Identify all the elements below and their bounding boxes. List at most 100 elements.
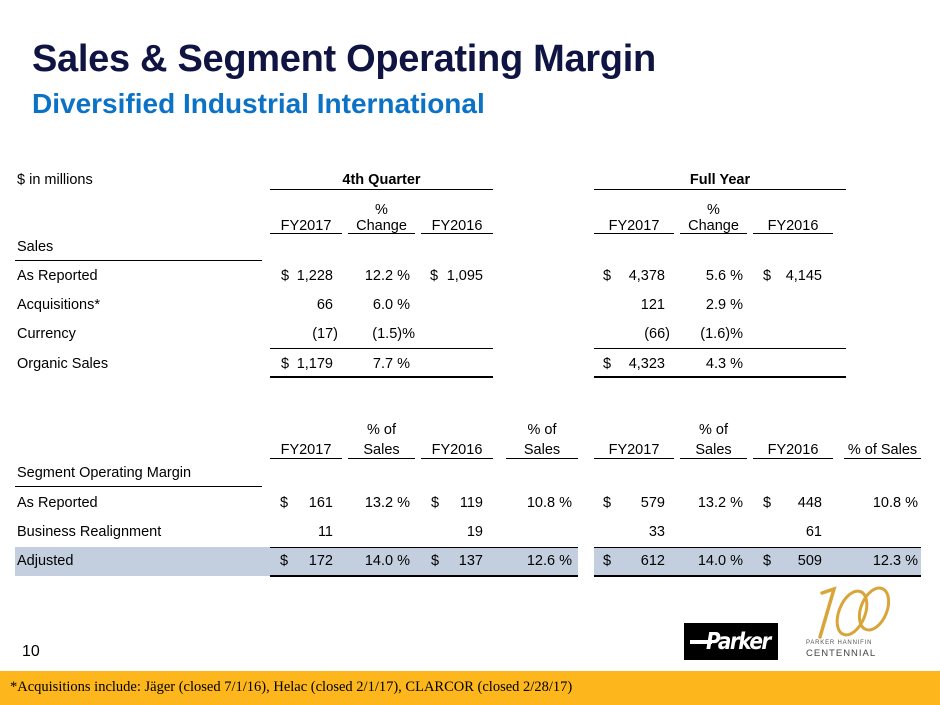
divider [594, 547, 921, 548]
divider [594, 348, 846, 349]
cell-value: 66 [316, 297, 333, 313]
parker-logo-text: Parker [706, 627, 771, 655]
currency-symbol: $ [603, 495, 612, 511]
row-label: Business Realignment [17, 524, 162, 540]
cell-value: 4,378 [628, 268, 665, 284]
currency-symbol: $ [431, 553, 440, 569]
cell-value: 2.9 % [705, 297, 743, 313]
col-header: Sales [695, 442, 732, 458]
currency-symbol: $ [603, 268, 612, 284]
cell-value: 121 [640, 297, 665, 313]
col-header: Sales [523, 442, 561, 458]
currency-symbol: $ [281, 268, 290, 284]
divider [844, 458, 921, 459]
cell-value: 448 [797, 495, 822, 511]
col-header: % of [366, 422, 396, 438]
cell-value: 12.3 % [872, 553, 918, 569]
col-header: FY2017 [608, 442, 660, 458]
divider [594, 376, 846, 378]
cell-value: 509 [797, 553, 822, 569]
cell-value: 13.2 % [364, 495, 410, 511]
divider [753, 458, 833, 459]
divider [270, 547, 578, 548]
row-label: Currency [17, 326, 76, 342]
cell-value: 137 [458, 553, 483, 569]
divider [270, 348, 493, 349]
divider [270, 458, 342, 459]
currency-symbol: $ [763, 495, 772, 511]
section-label-margin: Segment Operating Margin [17, 465, 192, 481]
cell-value: 11 [317, 524, 333, 540]
page-number: 10 [22, 643, 40, 660]
divider [680, 458, 747, 459]
divider [753, 233, 833, 234]
col-header: FY2016 [767, 218, 819, 234]
col-header: FY2016 [431, 218, 483, 234]
currency-symbol: $ [763, 553, 772, 569]
currency-symbol: $ [431, 495, 440, 511]
cell-value: 1,095 [446, 268, 483, 284]
highlight-band-quarter [15, 547, 578, 576]
cell-value: 12.2 % [364, 268, 410, 284]
cell-value: 579 [640, 495, 665, 511]
divider [270, 233, 342, 234]
row-label: As Reported [17, 268, 98, 284]
divider [421, 233, 493, 234]
cell-value: 1,228 [296, 268, 333, 284]
currency-symbol: $ [280, 553, 289, 569]
cell-value: (1.6)% [700, 326, 743, 342]
col-header: Sales [363, 442, 400, 458]
cell-value: 33 [648, 524, 665, 540]
cell-value: 14.0 % [364, 553, 410, 569]
divider [594, 189, 846, 190]
cell-value: (66) [644, 326, 670, 342]
logo-dash [690, 640, 712, 644]
cell-value: 7.7 % [372, 356, 410, 372]
centennial-100-mark [818, 586, 891, 639]
col-header: % of [698, 422, 728, 438]
cell-value: 4,145 [785, 268, 822, 284]
parker-logo: Parker [684, 623, 778, 660]
cell-value: 10.8 % [872, 495, 918, 511]
row-label: Adjusted [17, 553, 74, 569]
divider [594, 458, 674, 459]
currency-symbol: $ [603, 553, 612, 569]
row-label: As Reported [17, 495, 98, 511]
row-label: Acquisitions* [17, 297, 101, 313]
divider [348, 233, 415, 234]
col-header: FY2017 [280, 442, 332, 458]
units-label: $ in millions [17, 172, 93, 188]
group-header-full-year: Full Year [689, 172, 751, 188]
divider [15, 486, 262, 487]
row-label: Organic Sales [17, 356, 109, 372]
col-header: Change [688, 218, 739, 234]
divider [421, 458, 493, 459]
cell-value: 4,323 [628, 356, 665, 372]
col-header: FY2016 [767, 442, 819, 458]
divider [506, 458, 578, 459]
cell-value: (17) [312, 326, 338, 342]
cell-value: 61 [805, 524, 822, 540]
divider [15, 260, 262, 261]
cell-value: 1,179 [296, 356, 333, 372]
group-header-quarter: 4th Quarter [342, 172, 421, 188]
cell-value: 19 [466, 524, 483, 540]
centennial-logo: PARKER HANNIFIN CENTENNIAL [800, 585, 900, 665]
cell-value: 5.6 % [705, 268, 743, 284]
footnote: *Acquisitions include: Jäger (closed 7/1… [10, 679, 573, 695]
col-header: % [375, 202, 388, 218]
section-label-sales: Sales [17, 239, 54, 255]
cell-value: (1.5)% [372, 326, 415, 342]
divider [270, 189, 493, 190]
centennial-line1: PARKER HANNIFIN [806, 640, 873, 646]
divider [348, 458, 415, 459]
col-header: FY2017 [608, 218, 660, 234]
col-header: FY2016 [431, 442, 483, 458]
col-header: % of Sales [847, 442, 918, 458]
currency-symbol: $ [763, 268, 772, 284]
currency-symbol: $ [281, 356, 290, 372]
col-header: FY2017 [280, 218, 332, 234]
centennial-line2: CENTENNIAL [806, 648, 877, 659]
divider [594, 575, 921, 577]
currency-symbol: $ [280, 495, 289, 511]
